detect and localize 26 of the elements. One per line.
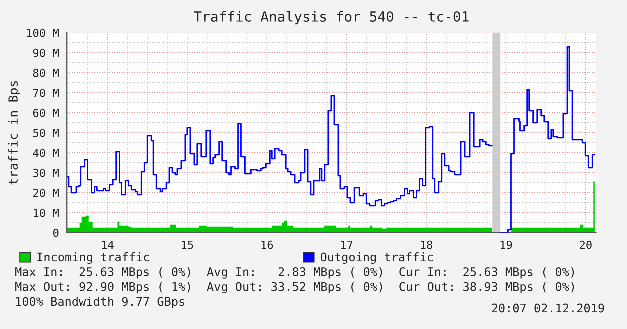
x-tick-label: 14: [102, 240, 114, 250]
x-tick-label: 18: [421, 240, 432, 250]
x-tick-label: 17: [341, 240, 353, 250]
text: 100% Bandwidth 9.77 GBps: [16, 297, 184, 308]
y-tick-label: 10 M: [34, 208, 59, 218]
y-tick-label: 80 M: [33, 68, 59, 78]
y-tick-label: 40 M: [33, 148, 59, 158]
legend-label: Outgoing traffic: [320, 252, 434, 264]
text: Max In: 25.63 MBps ( 0%) Avg In: 2.83 MBps ( 0%) Cur In: 25.63 MBps ( 0%): [16, 267, 574, 279]
y-tick-label: 30 M: [33, 168, 59, 178]
y-tick-label: 0: [53, 228, 59, 238]
y-tick-label: 50 M: [33, 128, 59, 138]
x-tick-label: 15: [182, 240, 194, 250]
chart-title: Traffic Analysis for 540 -- tc-01: [194, 11, 469, 25]
legend-label: Incoming traffic: [38, 252, 150, 264]
x-tick-label: 16: [262, 240, 274, 250]
x-tick-label: 20: [580, 240, 592, 250]
text: Max Out: 92.90 MBps ( 1%) Avg Out: 33.52 MBps ( 0%) Cur Out: 38.93 MBps ( 0%): [16, 282, 574, 294]
y-tick-label: 60 M: [33, 108, 59, 118]
y-tick-label: 100 M: [27, 28, 59, 38]
text: 20:07 02.12.2019: [492, 304, 604, 313]
y-tick-label: 20 M: [34, 188, 59, 198]
y-tick-label: 70 M: [33, 88, 59, 98]
x-tick-label: 19: [500, 240, 512, 250]
y-axis-title: traffic in Bps: [8, 81, 20, 185]
y-tick-label: 90 M: [33, 48, 59, 58]
